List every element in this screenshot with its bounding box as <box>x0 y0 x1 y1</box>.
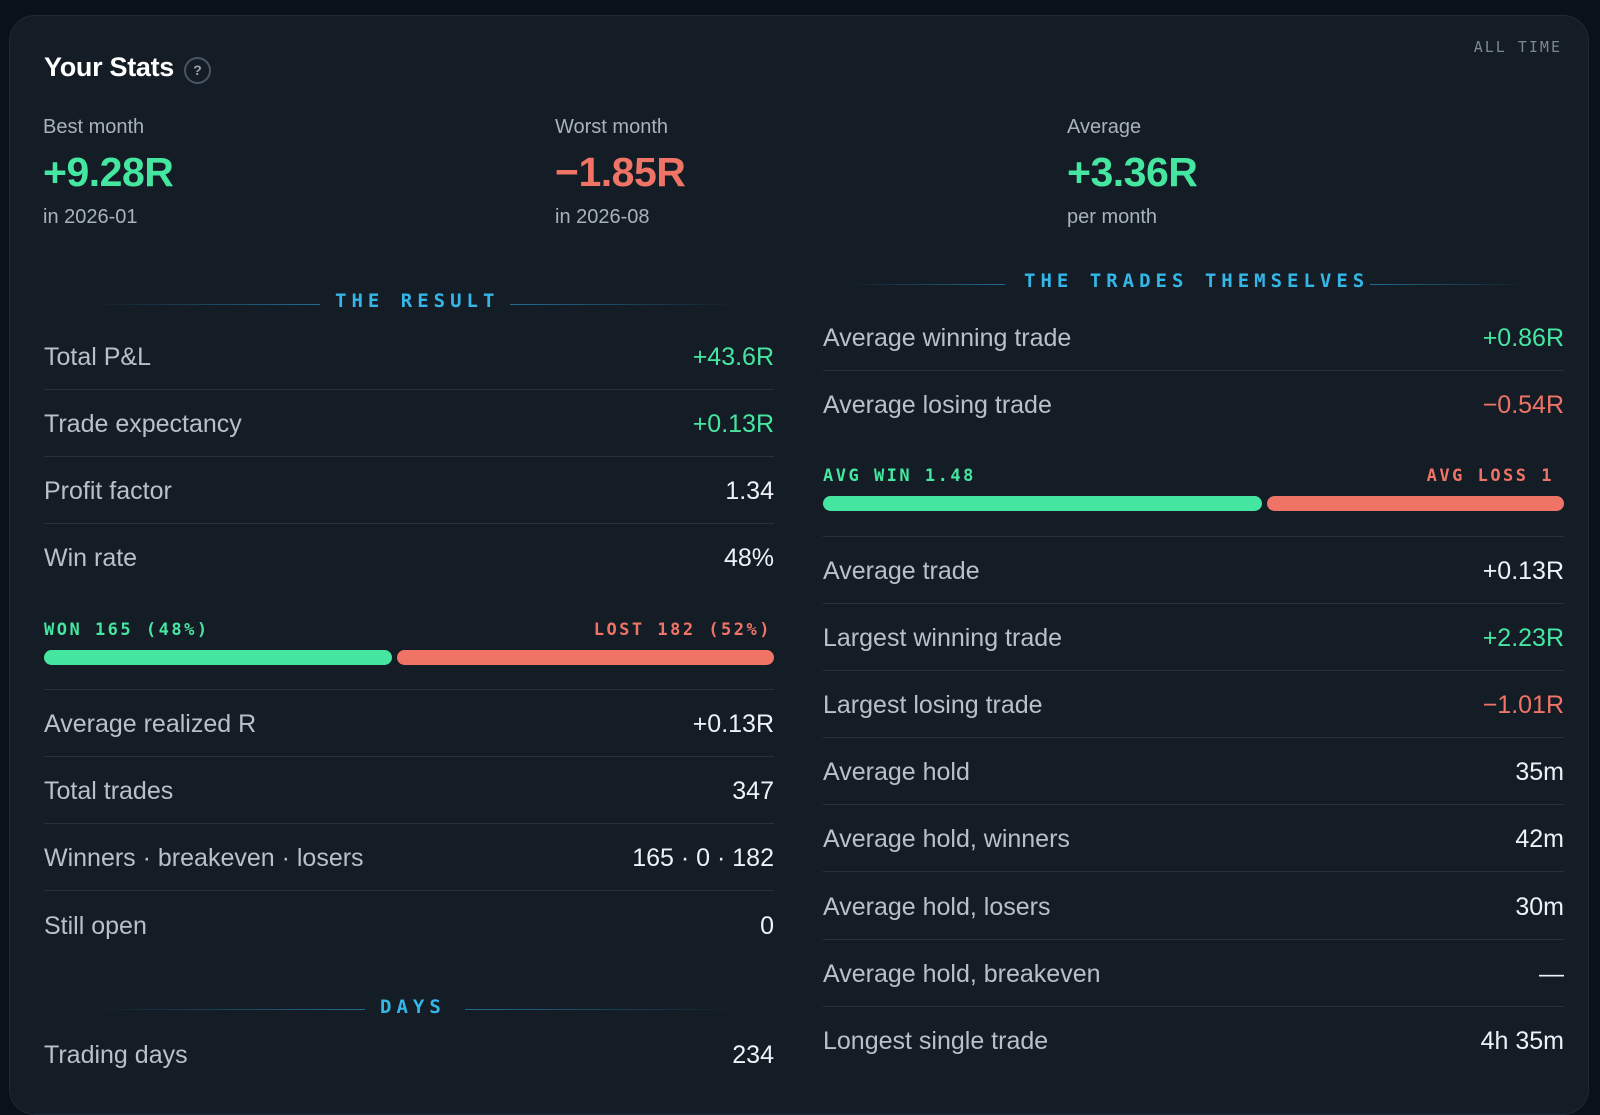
summary-label: Best month <box>43 116 145 138</box>
stat-label: Win rate <box>44 544 138 572</box>
summary-value: −1.85R <box>555 149 686 195</box>
stat-row-total-pnl: Total P&L +43.6R <box>44 323 774 390</box>
stat-row-win-rate: Win rate 48% <box>44 524 774 591</box>
stat-label: Longest single trade <box>823 1027 1049 1055</box>
divider <box>44 689 774 690</box>
stat-value: +0.13R <box>1482 557 1564 585</box>
won-bar <box>44 650 392 665</box>
worst-month-summary: Worst month −1.85R in 2026-08 <box>555 116 686 229</box>
stat-row-winners-breakeven-losers: Winners · breakeven · losers 165 · 0 · 1… <box>44 824 774 891</box>
avg-win-label: AVG WIN 1.48 <box>823 466 976 486</box>
stat-label: Average losing trade <box>823 391 1052 419</box>
stat-label: Largest winning trade <box>823 624 1063 652</box>
stat-label: Average realized R <box>44 710 257 738</box>
stat-value: 1.34 <box>725 477 774 505</box>
stat-row-avg-winning-trade: Average winning trade +0.86R <box>823 304 1564 371</box>
stat-row-avg-losing-trade: Average losing trade −0.54R <box>823 371 1564 438</box>
stat-value: 347 <box>732 777 774 805</box>
stat-row-still-open: Still open 0 <box>44 892 774 959</box>
summary-sub: in 2026-01 <box>43 206 138 228</box>
days-heading: DAYS <box>380 996 446 1018</box>
stat-row-expectancy: Trade expectancy +0.13R <box>44 390 774 457</box>
avg-win-bar <box>823 496 1262 511</box>
heading-rule <box>510 304 740 305</box>
stat-label: Largest losing trade <box>823 691 1043 719</box>
result-heading: THE RESULT <box>335 290 500 312</box>
heading-rule <box>90 304 320 305</box>
stat-value: 30m <box>1515 893 1564 921</box>
stat-value: 234 <box>732 1041 774 1069</box>
stat-row-avg-hold-winners: Average hold, winners 42m <box>823 805 1564 872</box>
stat-label: Average hold, winners <box>823 825 1070 853</box>
stat-label: Trading days <box>44 1041 188 1069</box>
stat-label: Average winning trade <box>823 324 1072 352</box>
stat-row-avg-trade: Average trade +0.13R <box>823 537 1564 604</box>
stat-value: +2.23R <box>1482 624 1564 652</box>
avg-loss-bar <box>1267 496 1564 511</box>
stats-panel: Your Stats ? ALL TIME Best month +9.28R … <box>9 15 1589 1115</box>
stat-value: 35m <box>1515 758 1564 786</box>
stat-label: Average hold, breakeven <box>823 960 1101 988</box>
summary-sub: per month <box>1067 206 1158 228</box>
stat-value: +0.13R <box>692 710 774 738</box>
stat-label: Winners · breakeven · losers <box>44 844 364 872</box>
summary-label: Average <box>1067 116 1142 138</box>
stat-value: −0.54R <box>1482 391 1564 419</box>
stat-row-avg-hold-losers: Average hold, losers 30m <box>823 873 1564 940</box>
stat-row-largest-losing-trade: Largest losing trade −1.01R <box>823 671 1564 738</box>
stat-label: Average hold, losers <box>823 893 1051 921</box>
trades-heading: THE TRADES THEMSELVES <box>1024 270 1370 292</box>
stat-row-trading-days: Trading days 234 <box>44 1021 774 1088</box>
stat-value: +0.86R <box>1482 324 1564 352</box>
stat-label: Profit factor <box>44 477 172 505</box>
stat-label: Total P&L <box>44 343 152 371</box>
heading-rule <box>465 1009 740 1010</box>
avg-loss-label: AVG LOSS 1 <box>1426 466 1554 486</box>
stat-label: Still open <box>44 912 147 940</box>
stat-value: +43.6R <box>692 343 774 371</box>
summary-label: Worst month <box>555 116 668 138</box>
help-icon[interactable]: ? <box>184 57 211 84</box>
average-summary: Average +3.36R per month <box>1067 116 1198 229</box>
best-month-summary: Best month +9.28R in 2026-01 <box>43 116 174 229</box>
stat-row-avg-hold-breakeven: Average hold, breakeven — <box>823 940 1564 1007</box>
summary-value: +9.28R <box>43 149 174 195</box>
panel-title: Your Stats <box>44 52 175 82</box>
heading-rule <box>845 284 1005 285</box>
stat-label: Trade expectancy <box>44 410 242 438</box>
summary-value: +3.36R <box>1067 149 1198 195</box>
stat-row-profit-factor: Profit factor 1.34 <box>44 457 774 524</box>
won-label: WON 165 (48%) <box>44 620 210 640</box>
lost-bar <box>397 650 774 665</box>
stat-value: 165 · 0 · 182 <box>632 844 774 872</box>
stat-row-largest-winning-trade: Largest winning trade +2.23R <box>823 604 1564 671</box>
time-range-label[interactable]: ALL TIME <box>1473 38 1562 56</box>
stat-value: 48% <box>723 544 774 572</box>
stat-value: — <box>1539 960 1564 988</box>
summary-sub: in 2026-08 <box>555 206 650 228</box>
stat-row-total-trades: Total trades 347 <box>44 757 774 824</box>
stat-label: Average hold <box>823 758 970 786</box>
stat-row-longest-single-trade: Longest single trade 4h 35m <box>823 1007 1564 1074</box>
stat-label: Average trade <box>823 557 980 585</box>
divider <box>823 536 1564 537</box>
stat-row-avg-realized-r: Average realized R +0.13R <box>44 690 774 757</box>
stat-value: 4h 35m <box>1480 1027 1564 1055</box>
stat-label: Total trades <box>44 777 174 805</box>
heading-rule <box>1370 284 1530 285</box>
stat-value: 42m <box>1515 825 1564 853</box>
stat-value: −1.01R <box>1482 691 1564 719</box>
heading-rule <box>90 1009 365 1010</box>
stat-value: 0 <box>760 912 774 940</box>
lost-label: LOST 182 (52%) <box>593 620 772 640</box>
stat-value: +0.13R <box>692 410 774 438</box>
stat-row-avg-hold: Average hold 35m <box>823 738 1564 805</box>
